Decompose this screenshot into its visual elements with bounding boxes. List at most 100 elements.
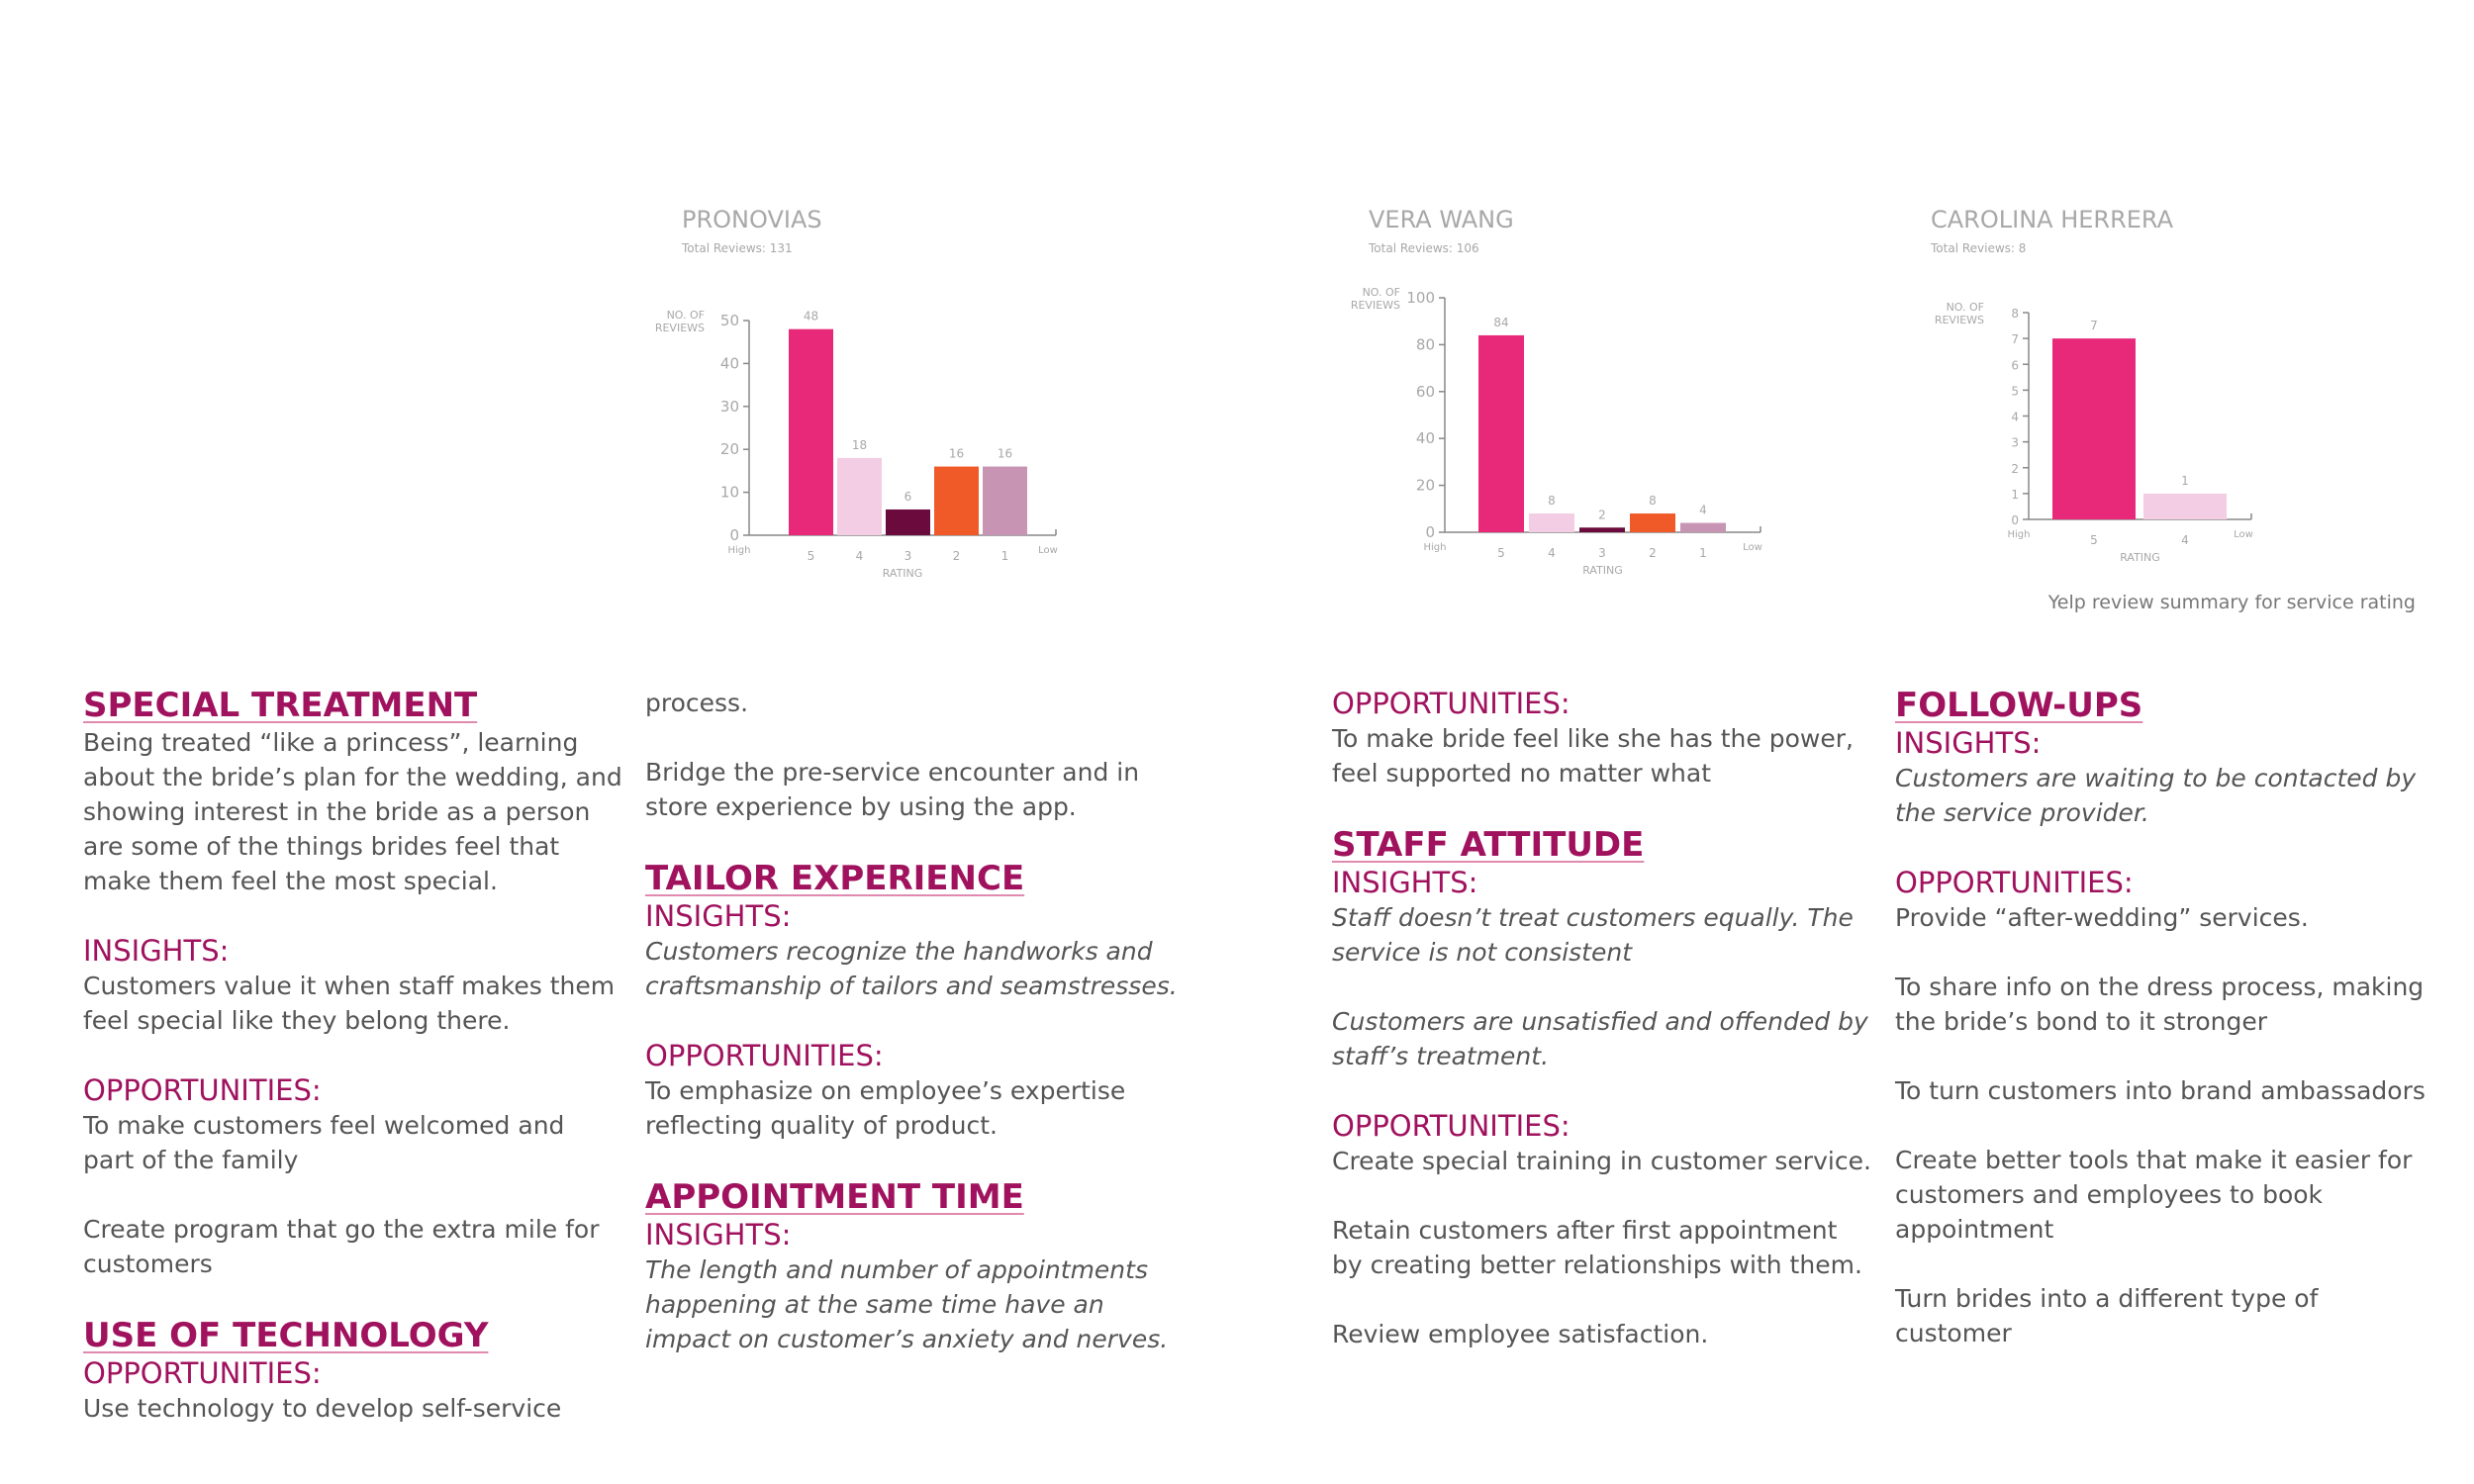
text-column: process. Bridge the pre-service encounter… (645, 686, 1185, 1356)
paragraph: Create special training in customer serv… (1332, 1147, 1871, 1175)
section-heading: FOLLOW-UPS (1895, 686, 2143, 725)
y-tick-label: 5 (2011, 384, 2019, 398)
y-axis-label: REVIEWS (655, 322, 705, 334)
insight-text: The length and number of appointments ha… (645, 1255, 1169, 1353)
x-tick-label: 2 (1649, 546, 1657, 560)
x-tick-label: 1 (1001, 549, 1009, 563)
text-column: OPPORTUNITIES: To make bride feel like sh… (1332, 686, 1871, 1351)
paragraph: Being treated “like a princess”, learnin… (83, 728, 622, 895)
y-tick-label: 20 (1416, 477, 1435, 495)
data-label: 8 (1649, 494, 1657, 508)
paragraph: Create better tools that make it easier … (1895, 1146, 2413, 1244)
x-start-label: High (2008, 529, 2031, 540)
chart-subtitle: Total Reviews: 131 (681, 241, 793, 255)
data-label: 16 (998, 447, 1012, 461)
y-tick-label: 4 (2011, 411, 2019, 424)
x-end-label: Low (2234, 529, 2253, 540)
insight-text: Customers recognize the handworks and cr… (645, 937, 1178, 1000)
bar (1680, 522, 1726, 532)
x-end-label: Low (1038, 545, 1058, 556)
x-tick-label: 2 (953, 549, 961, 563)
x-tick-label: 3 (904, 549, 912, 563)
section-heading: SPECIAL TREATMENT (83, 686, 478, 725)
x-end-label: Low (1743, 542, 1762, 553)
y-axis-label: NO. OF (1363, 286, 1400, 299)
insight-text: Customers are unsatisfied and offended b… (1332, 1007, 1868, 1070)
insight-text: Staff doesn’t treat customers equally. T… (1332, 903, 1854, 967)
paragraph: Customers value it when staff makes them… (83, 972, 616, 1035)
paragraph: Provide “after-wedding” services. (1895, 903, 2309, 932)
section-heading: USE OF TECHNOLOGY (83, 1316, 489, 1355)
bar (2052, 338, 2136, 519)
text-column: SPECIAL TREATMENT Being treated “like a p… (83, 686, 622, 1426)
y-tick-label: 0 (729, 526, 739, 544)
section-label: INSIGHTS: (1332, 866, 1478, 899)
section-label: OPPORTUNITIES: (1895, 866, 2134, 899)
paragraph: Retain customers after first appointment… (1332, 1216, 1862, 1279)
bar (837, 457, 882, 535)
text-column: FOLLOW-UPS INSIGHTS: Customers are waiting… (1895, 686, 2434, 1350)
section-label: OPPORTUNITIES: (83, 1356, 322, 1390)
y-tick-label: 0 (2011, 513, 2019, 527)
bar (2143, 493, 2227, 519)
data-label: 6 (904, 490, 912, 504)
y-tick-label: 20 (720, 440, 739, 458)
bar (1529, 513, 1574, 532)
y-tick-label: 2 (2011, 462, 2019, 476)
x-axis-label: RATING (883, 567, 923, 580)
data-label: 16 (949, 447, 964, 461)
chart-title: PRONOVIAS (682, 206, 822, 233)
y-tick-label: 10 (720, 484, 739, 502)
bar (886, 509, 930, 535)
x-tick-label: 4 (2181, 533, 2189, 547)
y-axis-label: NO. OF (667, 309, 705, 322)
section-label: INSIGHTS: (1895, 726, 2042, 760)
y-tick-label: 60 (1416, 383, 1435, 401)
bar (789, 328, 833, 535)
x-start-label: High (728, 545, 751, 556)
data-label: 2 (1598, 508, 1606, 521)
x-tick-label: 5 (808, 549, 815, 563)
insight-text: Customers are waiting to be contacted by… (1895, 764, 2417, 827)
bar (934, 466, 979, 535)
chart-title: VERA WANG (1369, 206, 1514, 233)
paragraph: To make customers feel welcomed and part… (83, 1111, 565, 1174)
paragraph: Use technology to develop self-service (83, 1394, 562, 1423)
y-axis-label: REVIEWS (1935, 314, 1984, 326)
data-label: 18 (852, 438, 867, 452)
section-label: OPPORTUNITIES: (1332, 687, 1570, 720)
y-tick-label: 40 (1416, 429, 1435, 447)
y-tick-label: 80 (1416, 335, 1435, 353)
y-tick-label: 30 (720, 398, 739, 416)
paragraph: Turn brides into a different type of cus… (1895, 1284, 2319, 1347)
y-tick-label: 7 (2011, 332, 2019, 346)
bar (1478, 334, 1524, 532)
data-label: 84 (1493, 316, 1508, 329)
y-tick-label: 3 (2011, 436, 2019, 450)
paragraph: process. (645, 689, 749, 717)
y-tick-label: 100 (1406, 289, 1435, 307)
chart-title: CAROLINA HERRERA (1931, 206, 2174, 233)
x-axis-label: RATING (1582, 564, 1623, 577)
data-label: 4 (1699, 504, 1707, 517)
section-heading: APPOINTMENT TIME (645, 1177, 1024, 1217)
y-tick-label: 0 (1425, 523, 1435, 541)
x-axis-label: RATING (2120, 551, 2160, 564)
x-tick-label: 5 (1497, 546, 1505, 560)
y-tick-label: 40 (720, 354, 739, 372)
data-label: 7 (2090, 319, 2098, 332)
section-label: OPPORTUNITIES: (83, 1073, 322, 1107)
paragraph: Bridge the pre-service encounter and in … (645, 758, 1140, 821)
paragraph: To share info on the dress process, maki… (1895, 973, 2425, 1036)
chart-subtitle: Total Reviews: 8 (1930, 241, 2026, 255)
x-tick-label: 3 (1598, 546, 1606, 560)
chart-subtitle: Total Reviews: 106 (1368, 241, 1479, 255)
x-tick-label: 1 (1699, 546, 1707, 560)
y-tick-label: 6 (2011, 358, 2019, 372)
y-tick-label: 50 (720, 312, 739, 329)
section-label: OPPORTUNITIES: (645, 1039, 884, 1072)
y-axis-label: NO. OF (1947, 301, 1984, 314)
x-tick-label: 4 (1548, 546, 1556, 560)
